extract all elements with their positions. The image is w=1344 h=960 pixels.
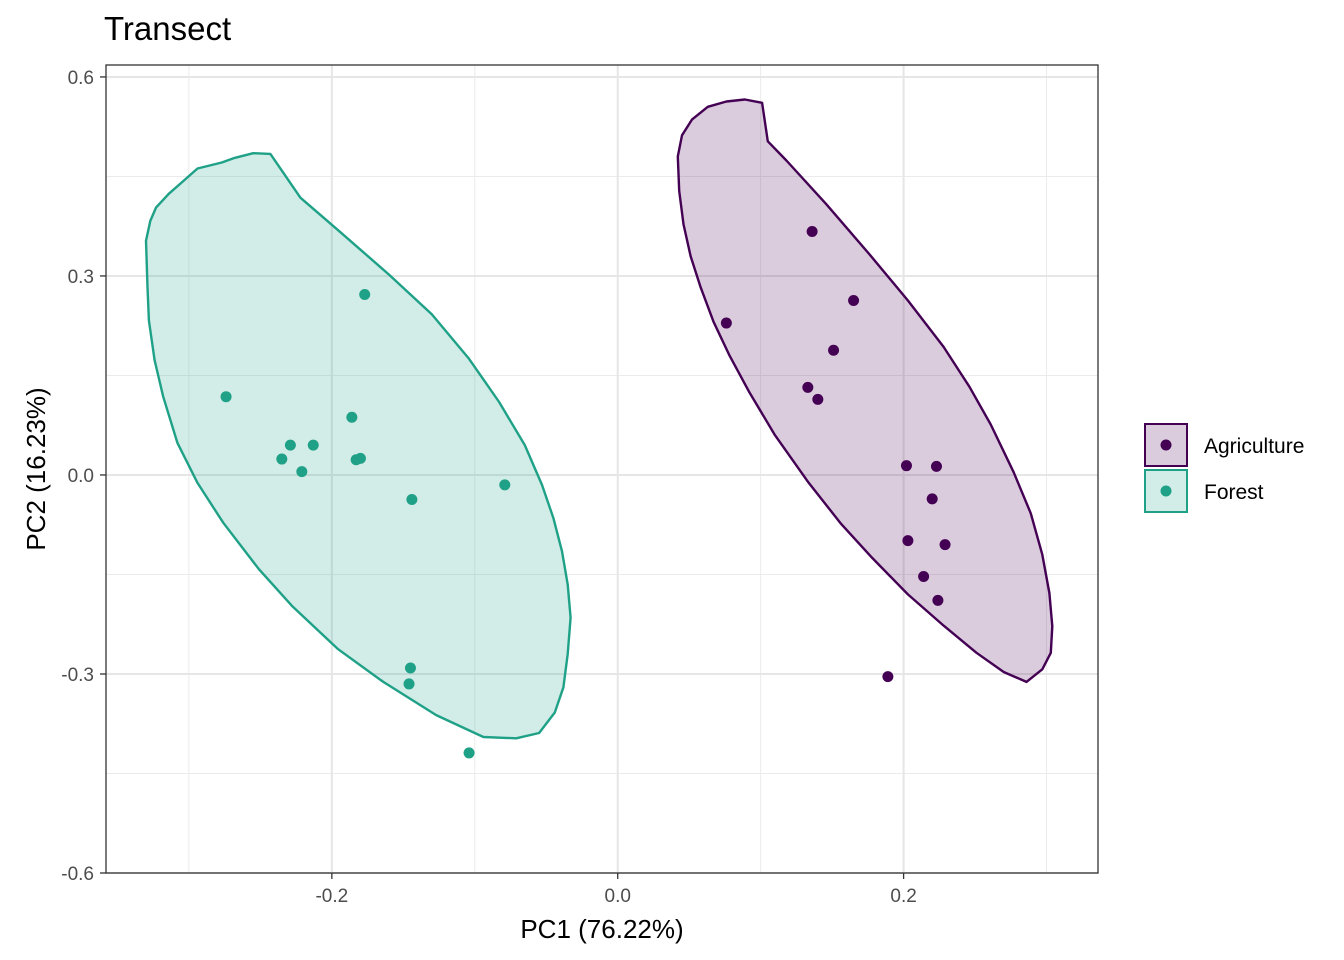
point-forest <box>276 453 288 465</box>
legend-label-agriculture: Agriculture <box>1204 435 1304 458</box>
point-forest <box>346 411 358 423</box>
y-tick-label: 0.0 <box>68 466 94 487</box>
point-forest <box>406 494 418 506</box>
point-forest <box>463 747 475 759</box>
legend: Agriculture Forest <box>1144 423 1304 513</box>
panel-border <box>105 64 1099 874</box>
point-agriculture <box>812 393 824 405</box>
plot-panel <box>105 64 1099 874</box>
legend-dot-agriculture <box>1160 439 1172 451</box>
confidence-ellipses <box>144 98 1054 740</box>
point-agriculture <box>806 226 818 238</box>
x-tick-label: 0.0 <box>605 886 631 907</box>
point-agriculture <box>939 539 951 551</box>
x-tick-label: -0.2 <box>315 886 348 907</box>
x-tick-label: 0.2 <box>890 886 916 907</box>
point-forest <box>307 439 319 451</box>
point-agriculture <box>900 460 912 472</box>
point-agriculture <box>930 460 942 472</box>
point-forest <box>499 479 511 491</box>
point-forest <box>220 391 232 403</box>
ellipse-forest <box>144 152 572 740</box>
legend-dot-forest <box>1160 485 1172 497</box>
legend-label-forest: Forest <box>1204 481 1264 504</box>
point-agriculture <box>828 344 840 356</box>
legend-item-forest: Forest <box>1144 469 1264 513</box>
point-agriculture <box>802 381 814 393</box>
point-agriculture <box>902 535 914 547</box>
point-agriculture <box>932 594 944 606</box>
ellipse-agriculture <box>676 98 1054 684</box>
point-forest <box>404 662 416 674</box>
point-agriculture <box>926 493 938 505</box>
chart-title: Transect <box>104 10 231 47</box>
x-axis: -0.2 0.0 0.2 <box>315 873 917 907</box>
y-tick-label: 0.6 <box>68 68 94 89</box>
point-agriculture <box>848 295 860 307</box>
point-forest <box>359 289 371 301</box>
y-axis-title: PC2 (16.23%) <box>21 387 51 550</box>
y-tick-label: 0.3 <box>68 267 94 288</box>
point-forest <box>403 678 415 690</box>
y-tick-label: -0.6 <box>61 864 94 885</box>
y-axis: -0.6 -0.3 0.0 0.3 0.6 <box>61 68 106 885</box>
point-agriculture <box>720 317 732 329</box>
data-points <box>220 226 951 759</box>
point-forest <box>296 466 308 478</box>
point-forest <box>354 452 366 464</box>
legend-item-agriculture: Agriculture <box>1144 423 1304 467</box>
point-agriculture <box>918 570 930 582</box>
x-axis-title: PC1 (76.22%) <box>520 914 683 944</box>
point-forest <box>284 439 296 451</box>
y-tick-label: -0.3 <box>61 665 94 686</box>
minor-gridlines <box>106 65 1098 873</box>
point-agriculture <box>882 671 894 683</box>
